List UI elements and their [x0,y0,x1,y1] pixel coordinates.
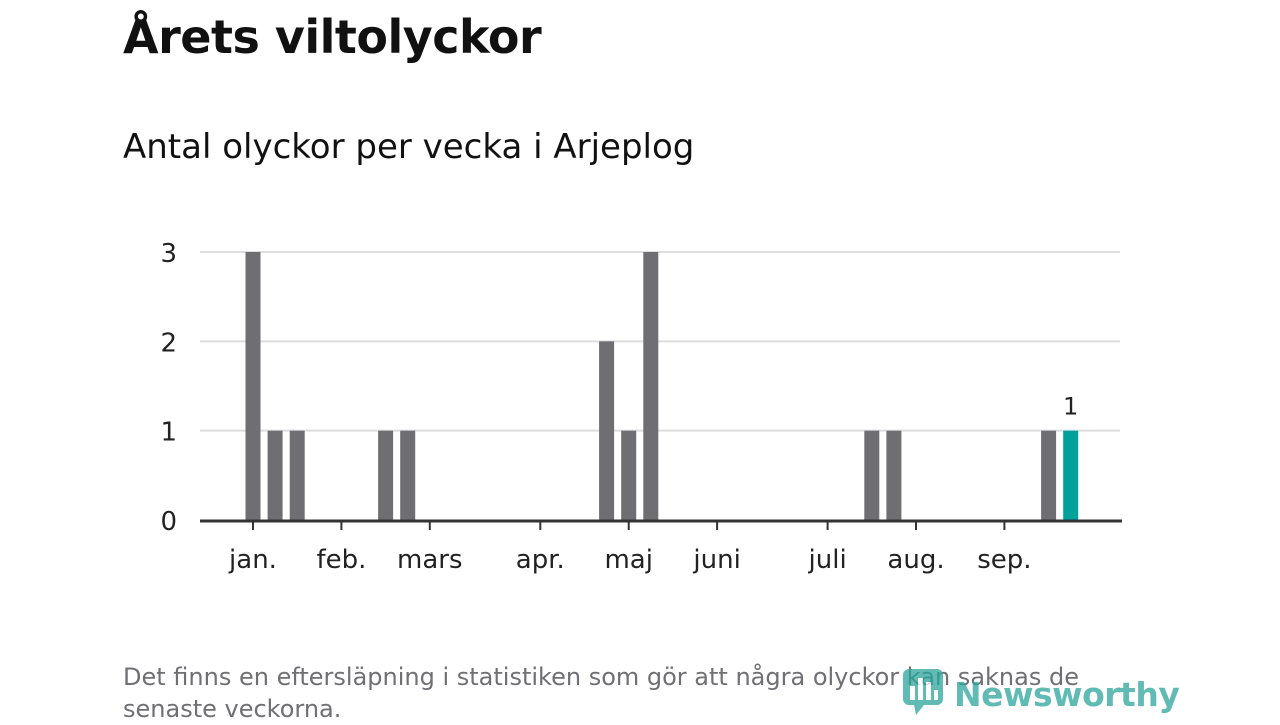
y-axis-ticks: 0 1 2 3 [160,239,177,537]
bars [245,252,1079,520]
highlight-bar [1063,430,1079,520]
bar [864,430,880,520]
y-tick-label: 0 [160,507,177,537]
y-tick-label: 2 [160,328,177,358]
bar [289,430,305,520]
bar [245,252,261,520]
bar [621,430,637,520]
data-labels: 1 [1063,393,1078,421]
x-axis-ticks: jan. feb. mars apr. maj juni juli aug. sep. [228,522,1032,575]
bar [400,430,416,520]
bar [599,341,615,520]
bar [886,430,902,520]
x-tick-label: mars [397,545,463,575]
x-tick-label: juni [692,545,740,575]
bar [267,430,283,520]
data-label: 1 [1063,393,1078,421]
x-tick-label: juli [808,545,847,575]
newsworthy-logo: Newsworthy [902,668,1180,720]
chart-subtitle: Antal olyckor per vecka i Arjeplog [123,127,695,167]
x-tick-label: apr. [516,545,565,575]
bar [643,252,659,520]
y-tick-label: 1 [160,418,177,448]
newsworthy-logo-text: Newsworthy [954,674,1180,714]
x-tick-label: maj [604,545,652,575]
bar [1041,430,1057,520]
newsworthy-logo-icon [902,668,944,720]
x-tick-label: jan. [228,545,277,575]
bar [378,430,394,520]
chart-title: Årets viltolyckor [123,10,542,64]
grid-lines [200,251,1120,432]
y-tick-label: 3 [160,239,177,269]
x-tick-label: aug. [887,545,944,575]
x-tick-label: feb. [316,545,366,575]
x-tick-label: sep. [977,545,1031,575]
